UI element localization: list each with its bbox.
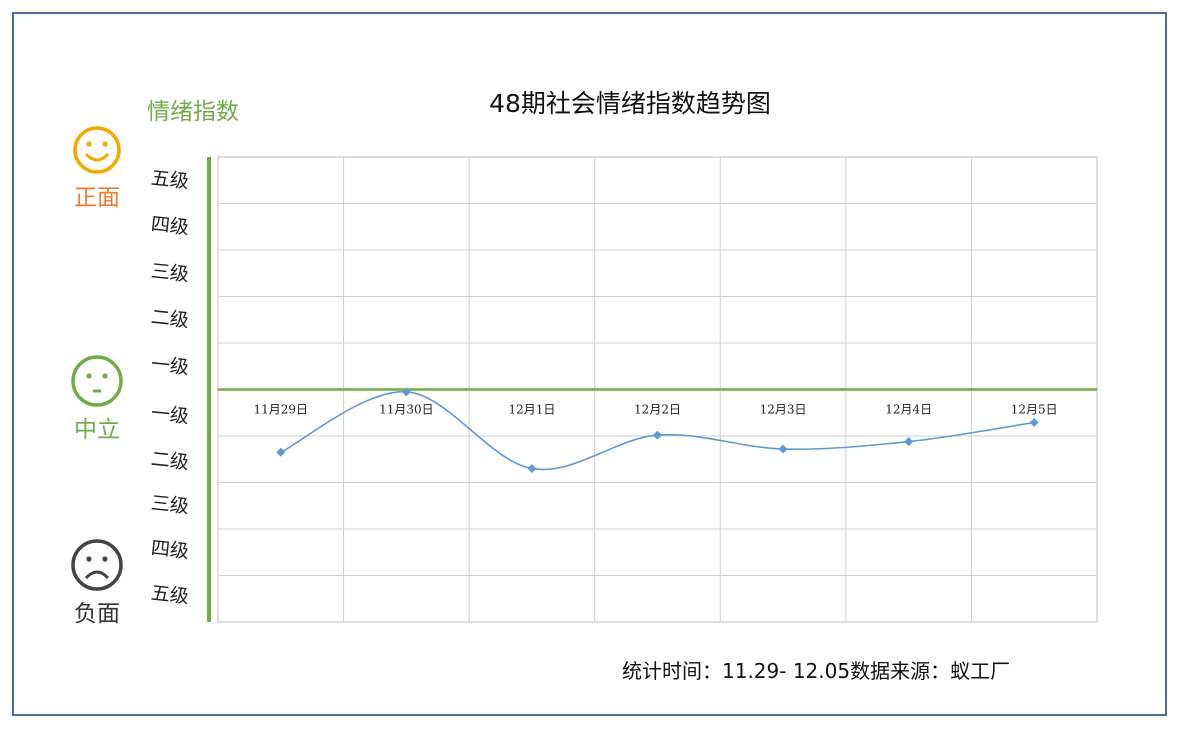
- data-point: [276, 447, 286, 457]
- x-tick-label: 12月2日: [634, 403, 681, 417]
- data-point: [778, 444, 788, 454]
- positive-mood: 正面: [62, 124, 132, 212]
- chart-title: 48期社会情绪指数趋势图: [489, 89, 771, 118]
- data-point: [904, 437, 914, 447]
- period-label: 统计时间：: [622, 659, 722, 683]
- negative-mood-label: 负面: [74, 601, 120, 627]
- x-tick-label: 12月3日: [760, 403, 807, 417]
- source-value: 蚁工厂: [950, 659, 1011, 683]
- data-point: [1029, 418, 1039, 428]
- neutral-mood-label: 中立: [74, 417, 120, 443]
- period-value: 11.29- 12.05: [722, 659, 851, 683]
- source-label: 数据来源：: [850, 659, 951, 683]
- footer: 统计时间：11.29- 12.05数据来源：蚁工厂: [622, 655, 1010, 684]
- smiley-neutral-icon: [71, 355, 123, 407]
- x-tick-label: 11月29日: [254, 403, 309, 417]
- x-tick-label: 12月1日: [508, 403, 555, 417]
- negative-mood: 负面: [62, 538, 132, 628]
- data-point: [527, 464, 537, 474]
- positive-mood-label: 正面: [74, 185, 120, 211]
- x-tick-label: 11月30日: [379, 403, 434, 417]
- x-tick-label: 12月4日: [885, 403, 932, 417]
- neutral-mood: 中立: [62, 354, 132, 444]
- smiley-happy-icon: [73, 126, 121, 174]
- chart-frame: [12, 12, 1167, 716]
- x-tick-label: 12月5日: [1011, 403, 1058, 417]
- data-point: [401, 387, 411, 397]
- y-axis-title: 情绪指数: [147, 99, 239, 125]
- data-point: [653, 430, 662, 440]
- smiley-sad-icon: [71, 539, 123, 591]
